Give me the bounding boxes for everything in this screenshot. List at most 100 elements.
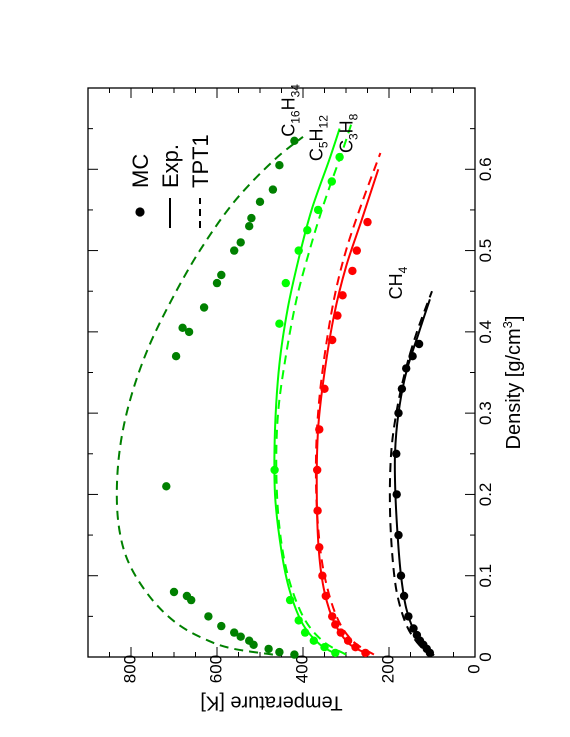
- series-3-label-sub: 16: [288, 110, 302, 124]
- series-0-mc-point: [409, 624, 418, 633]
- series-3-mc-point: [275, 647, 284, 657]
- series-2-mc-point: [275, 319, 284, 328]
- series-1-mc-point: [328, 335, 337, 345]
- x-axis-label: Density [g/cm3]: [500, 316, 525, 450]
- series-0-mc-point: [408, 352, 417, 361]
- chart-markers: [162, 136, 435, 659]
- series-0-label-main: CH: [386, 273, 406, 299]
- series-0-mc-point: [412, 630, 422, 640]
- series-3-label-main2: H: [278, 97, 298, 110]
- series-3-mc-point: [268, 185, 278, 194]
- series-1-mc-point: [336, 628, 345, 637]
- series-3-mc-point: [230, 628, 239, 637]
- y-axis-label: Temperature [K]: [200, 692, 342, 714]
- x-axis-label-sup: 3: [500, 321, 515, 328]
- density-tick-label: 0.1: [476, 564, 495, 588]
- series-1-tpt1-line: [314, 152, 382, 656]
- series-1-mc-point: [338, 291, 347, 300]
- series-3-mc-point: [178, 323, 187, 332]
- legend-label-0: MC: [128, 154, 153, 188]
- series-1-label: C3H8: [336, 113, 360, 153]
- series-1-mc-point: [352, 246, 361, 255]
- density-tick-label: 0.4: [476, 320, 495, 344]
- series-2-mc-point: [320, 643, 329, 652]
- series-1-mc-point: [313, 506, 322, 515]
- series-2-label-sub: 5: [316, 141, 330, 148]
- series-3-label: C16H34: [278, 84, 302, 137]
- series-1-label-sub: 3: [346, 133, 360, 140]
- series-0-label-sub: 4: [396, 266, 410, 273]
- series-2-mc-point: [327, 177, 336, 186]
- series-0-mc-point: [396, 571, 406, 580]
- series-3-mc-point: [171, 352, 181, 361]
- legend-label-1: Exp.: [158, 144, 183, 188]
- series-2-mc-point: [303, 226, 312, 235]
- series-1-label-main2: H: [336, 120, 356, 133]
- series-1-mc-point: [363, 217, 372, 227]
- series-2-mc-point: [294, 246, 303, 255]
- series-0-mc-point: [394, 530, 403, 540]
- density-tick-label: 0.3: [476, 401, 495, 425]
- series-3-mc-point: [184, 327, 194, 337]
- series-0-mc-point: [394, 408, 403, 418]
- density-tick-label: 0.5: [476, 239, 495, 263]
- series-3-label-sub2: 34: [288, 84, 302, 98]
- series-2-label-sub2: 12: [316, 115, 330, 129]
- temperature-tick-label: 0: [464, 664, 483, 673]
- series-2-label-main2: H: [306, 128, 326, 141]
- temperature-tick-label: 600: [206, 655, 225, 683]
- series-3-mc-point: [275, 161, 284, 170]
- series-2-mc-point: [270, 465, 279, 475]
- series-3-mc-point: [199, 303, 209, 312]
- series-0-mc-point: [402, 364, 411, 373]
- legend-label-2: TPT1: [188, 134, 213, 188]
- series-2-mc-point: [281, 278, 290, 288]
- x-axis-label-end: ]: [503, 316, 525, 322]
- series-3-mc-point: [236, 632, 245, 641]
- series-3-mc-point: [255, 197, 265, 206]
- series-1-mc-point: [348, 266, 357, 276]
- series-1-mc-point: [333, 311, 342, 320]
- series-1-mc-point: [361, 648, 370, 658]
- series-2-mc-point: [300, 628, 310, 637]
- series-1-label-main: C: [336, 140, 356, 153]
- series-0-label: CH4: [386, 266, 410, 299]
- series-2-mc-point: [309, 636, 318, 645]
- series-0-mc-point: [414, 339, 424, 349]
- temperature-tick-label: 200: [378, 655, 397, 683]
- series-3-mc-point: [245, 636, 254, 645]
- series-2-mc-point: [285, 595, 295, 605]
- series-2-tpt1-line: [275, 120, 354, 656]
- temperature-tick-label: 800: [120, 655, 139, 683]
- series-3-mc-point: [290, 136, 299, 145]
- series-3-mc-point: [245, 222, 254, 231]
- chart-axes: 0 0.1 0.2 0.3 0.4 0.5 0.6 0 200 400 600 800 Density …: [87, 87, 525, 714]
- series-1-mc-point: [315, 543, 324, 552]
- series-0-mc-point: [399, 591, 409, 601]
- chart-legend: MC Exp. TPT1: [128, 134, 213, 228]
- legend-marker-0: [135, 207, 145, 217]
- series-2-exp-line: [273, 128, 341, 656]
- series-1-mc-point: [318, 571, 327, 580]
- series-0-mc-point: [392, 490, 401, 499]
- series-0-mc-point: [397, 384, 407, 393]
- series-3-mc-point: [230, 246, 239, 255]
- series-0-mc-point: [392, 449, 401, 458]
- density-tick-label: 0.6: [476, 157, 495, 181]
- series-3-mc-point: [204, 612, 213, 621]
- series-2-mc-point: [331, 648, 340, 658]
- series-3-mc-point: [182, 591, 192, 601]
- series-2-mc-point: [313, 205, 323, 215]
- series-3-mc-point: [247, 213, 256, 223]
- series-2-mc-point: [335, 152, 344, 162]
- series-1-mc-point: [315, 425, 324, 434]
- series-3-mc-point: [236, 238, 245, 247]
- series-0-mc-point: [404, 612, 413, 621]
- density-tick-label: 0.2: [476, 483, 495, 507]
- series-1-mc-point: [321, 591, 330, 601]
- series-1-mc-point: [343, 636, 353, 645]
- series-3-mc-point: [217, 621, 226, 631]
- series-3-mc-point: [212, 278, 222, 288]
